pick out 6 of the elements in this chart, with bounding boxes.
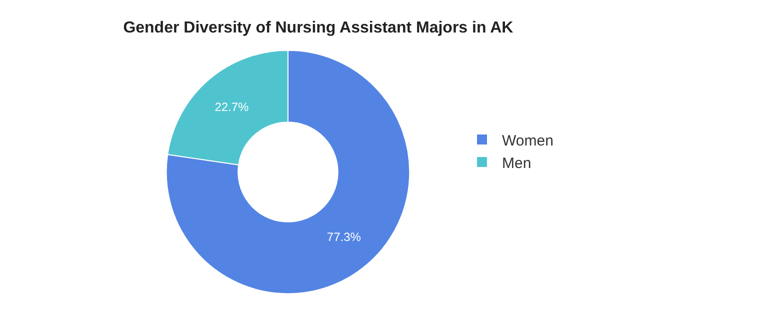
- donut-slice: [166, 50, 410, 294]
- legend-label: Men: [502, 154, 532, 172]
- chart-title: Gender Diversity of Nursing Assistant Majors in AK: [123, 19, 514, 36]
- data-label: 77.3%: [326, 230, 362, 244]
- legend-label: Women: [502, 132, 554, 150]
- data-label: 22.7%: [214, 100, 250, 114]
